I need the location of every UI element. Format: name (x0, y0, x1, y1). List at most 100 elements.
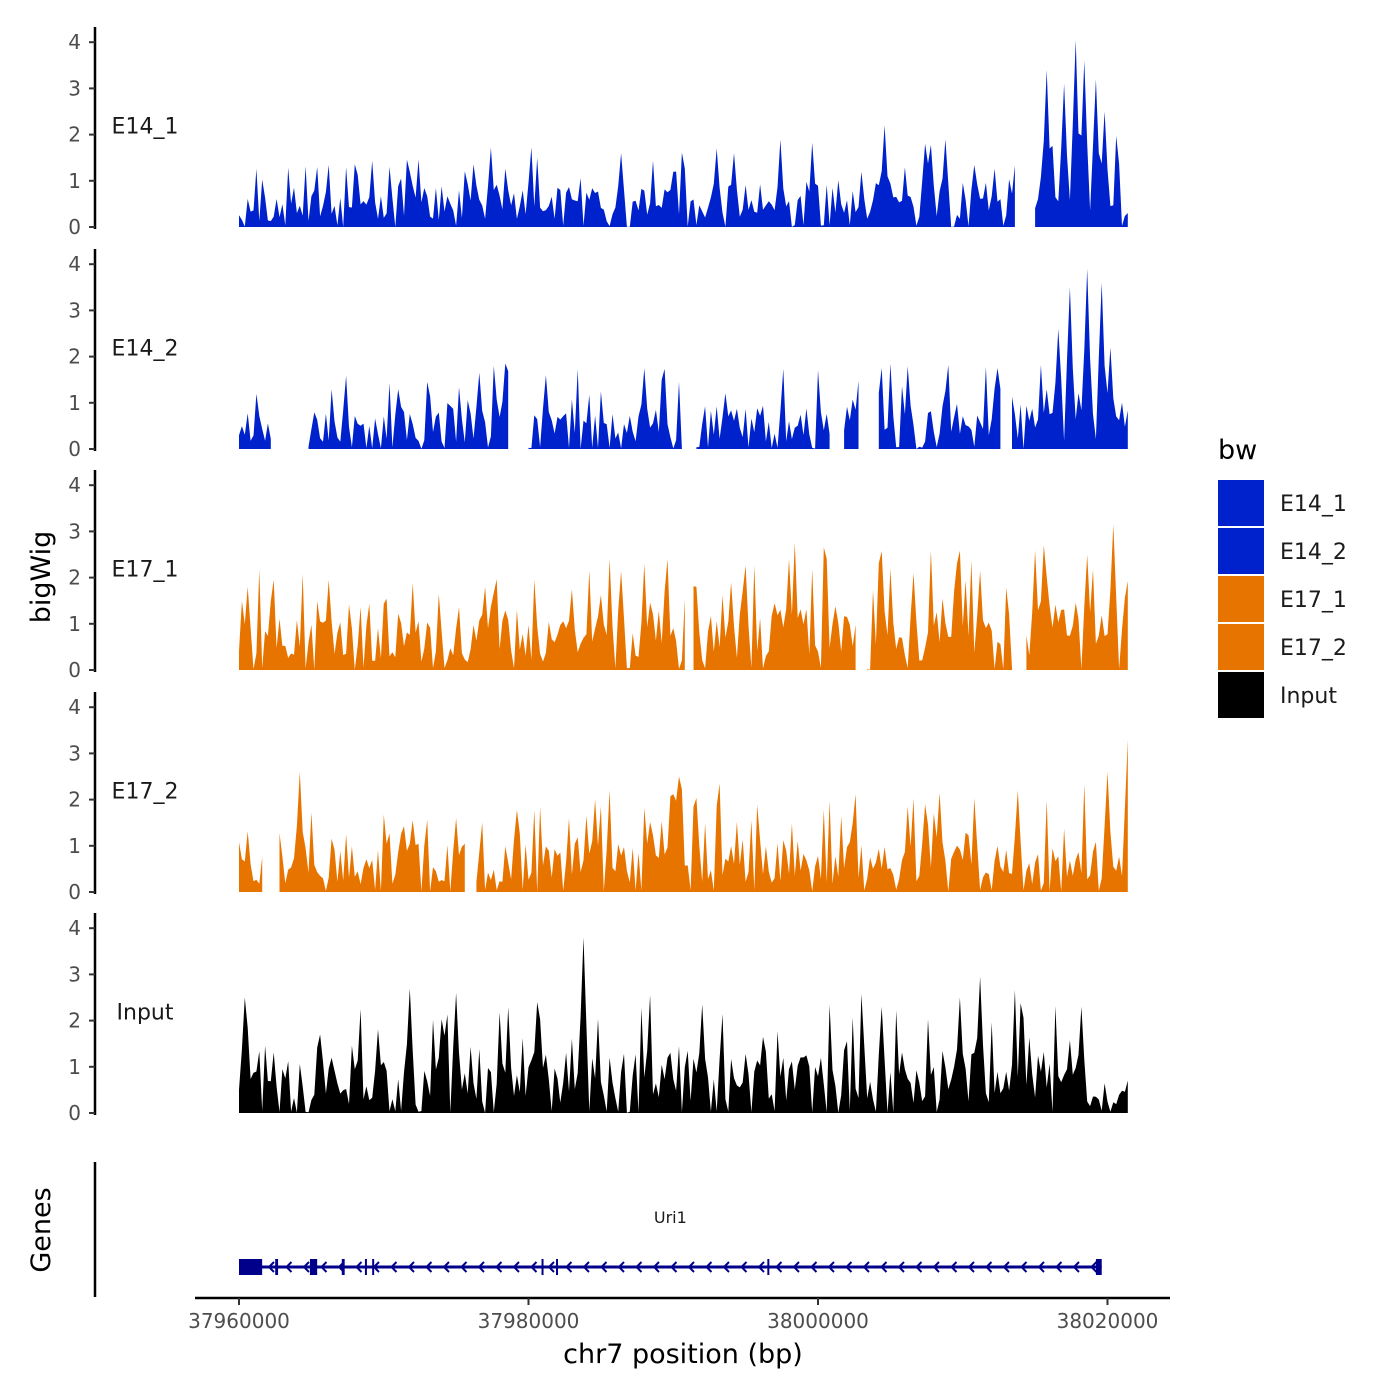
coverage-area (1026, 524, 1128, 670)
strand-arrow (1002, 1261, 1010, 1273)
y-tick-label: 4 (68, 916, 81, 940)
gene-exon (556, 1259, 559, 1275)
x-tick-label: 37960000 (188, 1309, 290, 1333)
strand-arrow (950, 1261, 958, 1273)
strand-arrow (407, 1261, 415, 1273)
strand-arrow (967, 1261, 975, 1273)
strand-arrow (1037, 1261, 1045, 1273)
strand-arrow (477, 1261, 485, 1273)
strand-arrow (932, 1261, 940, 1273)
strand-arrow (390, 1261, 398, 1273)
y-tick-label: 0 (68, 437, 81, 461)
signal-tracks: 0 1 2 3 4 E14_1 0 1 2 3 4 E14_2 0 1 2 3 4 E17_1 0 1 2 3 4 E17_2… (68, 26, 1128, 1125)
coverage-area (844, 380, 859, 449)
coverage-area (693, 542, 856, 670)
strand-arrow (845, 1261, 853, 1273)
y-tick-label: 4 (68, 252, 81, 276)
gene-track: Genes Uri1 (26, 1162, 1102, 1297)
track-label: E14_1 (112, 114, 179, 139)
strand-arrow (1055, 1261, 1063, 1273)
legend-swatch (1218, 576, 1264, 622)
strand-arrow (565, 1261, 573, 1273)
legend-label: E14_1 (1280, 492, 1347, 517)
strand-arrow (652, 1261, 660, 1273)
track-label: E17_1 (112, 557, 179, 582)
y-tick-label: 1 (68, 834, 81, 858)
strand-arrow (512, 1261, 520, 1273)
strand-arrow (355, 1261, 363, 1273)
legend-label: E14_2 (1280, 540, 1347, 565)
gene-exon (767, 1259, 770, 1275)
coverage-area (239, 393, 271, 449)
strand-arrow (530, 1261, 538, 1273)
gene-exon (309, 1259, 318, 1275)
y-tick-label: 1 (68, 612, 81, 636)
y-tick-label: 3 (68, 298, 81, 322)
y-tick-label: 3 (68, 76, 81, 100)
y-tick-label: 4 (68, 30, 81, 54)
x-axis-title: chr7 position (bp) (563, 1339, 803, 1370)
strand-arrow (775, 1261, 783, 1273)
y-tick-label: 4 (68, 695, 81, 719)
strand-arrow (880, 1261, 888, 1273)
legend-swatch (1218, 672, 1264, 718)
gene-exon (275, 1259, 279, 1275)
y-tick-label: 0 (68, 215, 81, 239)
coverage-area (1035, 39, 1128, 228)
strand-arrow (460, 1261, 468, 1273)
y-tick-label: 0 (68, 1101, 81, 1125)
strand-arrow (1072, 1261, 1080, 1273)
strand-arrow (897, 1261, 905, 1273)
y-tick-label: 0 (68, 880, 81, 904)
strand-arrow (670, 1261, 678, 1273)
coverage-area (1012, 268, 1128, 449)
gene-exon (364, 1259, 367, 1275)
strand-arrow (302, 1261, 310, 1273)
track-label: E17_2 (112, 779, 179, 804)
gene-exon (341, 1259, 345, 1275)
strand-arrow (600, 1261, 608, 1273)
strand-arrow (705, 1261, 713, 1273)
track-input: 0 1 2 3 4 Input (68, 912, 1128, 1125)
gene-exon (541, 1259, 544, 1275)
y-tick-label: 1 (68, 169, 81, 193)
strand-arrow (687, 1261, 695, 1273)
y-tick-label: 0 (68, 658, 81, 682)
y-tick-label: 3 (68, 519, 81, 543)
legend-label: Input (1280, 684, 1337, 709)
genes-track-title: Genes (26, 1187, 57, 1272)
coverage-area (239, 125, 1015, 227)
strand-arrow (582, 1261, 590, 1273)
legend: bw E14_1 E14_2 E17_1 E17_2 Input (1218, 435, 1347, 718)
y-tick-label: 1 (68, 1055, 81, 1079)
legend-label: E17_1 (1280, 588, 1347, 613)
strand-arrow (792, 1261, 800, 1273)
strand-arrow (757, 1261, 765, 1273)
strand-arrow (285, 1261, 293, 1273)
track-label: E14_2 (112, 336, 179, 361)
track-label: Input (117, 1000, 174, 1025)
strand-arrow (722, 1261, 730, 1273)
x-tick-label: 37980000 (478, 1309, 580, 1333)
y-tick-label: 4 (68, 473, 81, 497)
strand-arrow (442, 1261, 450, 1273)
gene-exon (372, 1259, 375, 1275)
x-tick-label: 38020000 (1057, 1309, 1159, 1333)
y-tick-label: 3 (68, 741, 81, 765)
gene-exon (1095, 1259, 1102, 1275)
y-tick-label: 3 (68, 962, 81, 986)
strand-arrow (862, 1261, 870, 1273)
strand-arrow (985, 1261, 993, 1273)
strand-arrow (267, 1261, 275, 1273)
strand-arrow (617, 1261, 625, 1273)
legend-title: bw (1218, 435, 1257, 466)
strand-arrow (635, 1261, 643, 1273)
x-tick-label: 38000000 (767, 1309, 869, 1333)
track-e14-2: 0 1 2 3 4 E14_2 (68, 248, 1128, 461)
strand-arrow (425, 1261, 433, 1273)
coverage-area (867, 550, 1012, 670)
strand-arrow (915, 1261, 923, 1273)
legend-swatch (1218, 624, 1264, 670)
strand-arrow (810, 1261, 818, 1273)
